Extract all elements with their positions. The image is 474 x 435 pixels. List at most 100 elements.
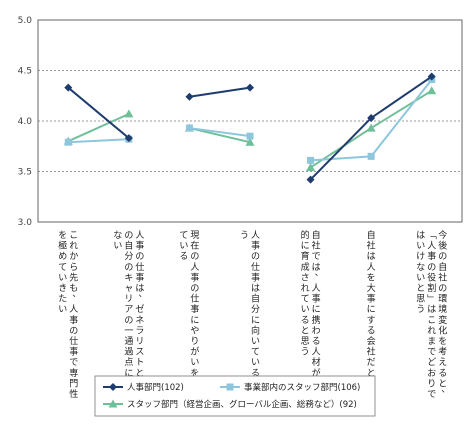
x-tick-char: 現 bbox=[190, 230, 199, 241]
series-1-point-4 bbox=[307, 156, 315, 164]
x-tick-char: 、 bbox=[441, 385, 450, 395]
x-tick-char: 環 bbox=[438, 294, 447, 305]
x-tick-char: 自 bbox=[124, 240, 133, 252]
series-0-point-3 bbox=[246, 83, 254, 92]
x-tick-char: を bbox=[190, 368, 199, 379]
x-tick-char: 自 bbox=[438, 261, 447, 273]
series-0-point-5 bbox=[367, 113, 376, 122]
x-tick-char: い bbox=[113, 242, 122, 252]
x-tick-char: 先 bbox=[69, 271, 78, 283]
x-tick-char: の bbox=[438, 252, 447, 262]
x-tick-char: さ bbox=[301, 272, 310, 283]
x-tick-char: わ bbox=[312, 325, 321, 336]
x-tick-char: る bbox=[438, 368, 447, 379]
x-tick-char: 門 bbox=[69, 378, 78, 389]
series-1-point-0 bbox=[64, 138, 72, 146]
x-tick-char: は bbox=[312, 262, 321, 273]
x-tick-char: ア bbox=[124, 305, 133, 315]
x-tick-char: 人 bbox=[367, 262, 376, 273]
series-2-point-4 bbox=[306, 162, 316, 171]
x-tick-char: い bbox=[301, 305, 310, 315]
x-tick-char: 人 bbox=[251, 230, 260, 241]
series-1-line-1 bbox=[189, 127, 251, 138]
x-tick-char: 変 bbox=[438, 314, 447, 326]
x-tick-char: に bbox=[251, 315, 260, 326]
x-tick-char: る bbox=[312, 336, 321, 347]
x-tick-char: 大 bbox=[367, 282, 376, 294]
x-tick-char: な bbox=[113, 230, 122, 241]
x-tick-char: ス bbox=[135, 348, 144, 358]
x-tick-char: る bbox=[301, 315, 310, 326]
x-tick-char: の bbox=[427, 263, 436, 273]
x-tick-char: が bbox=[312, 367, 321, 379]
x-tick-char: す bbox=[367, 315, 376, 326]
legend-marker-2 bbox=[108, 399, 118, 408]
x-tick-char: て bbox=[251, 348, 260, 358]
x-tick-char: 、 bbox=[138, 290, 147, 300]
series-2-point-1 bbox=[124, 109, 134, 118]
x-tick-char: 事 bbox=[312, 293, 321, 305]
x-tick-char: 事 bbox=[427, 250, 436, 262]
x-tick-char: は bbox=[427, 304, 436, 315]
series-2-point-3 bbox=[245, 137, 255, 146]
x-tick-char: 、 bbox=[72, 290, 81, 300]
x-tick-char: 仕 bbox=[69, 335, 78, 347]
x-tick-char: か bbox=[69, 251, 78, 262]
x-tick-char: 事 bbox=[190, 271, 199, 283]
x-tick-label: 現在の人事の仕事にやりがいを感じている bbox=[179, 230, 199, 400]
series-2-point-5 bbox=[366, 123, 376, 132]
x-tick-char: る bbox=[179, 251, 188, 262]
y-tick-label: 4.0 bbox=[18, 117, 33, 127]
legend-label-0: 人事部門(102) bbox=[127, 382, 184, 393]
x-tick-char: と bbox=[416, 283, 425, 294]
x-tick-char: に bbox=[124, 368, 133, 379]
x-tick-char: ら bbox=[69, 262, 78, 273]
x-tick-char: ど bbox=[427, 357, 436, 368]
x-tick-char: の bbox=[135, 252, 144, 262]
x-tick-char: ま bbox=[427, 336, 436, 347]
series-0-point-1 bbox=[124, 134, 133, 143]
x-tick-char: 在 bbox=[190, 240, 199, 252]
x-tick-char: い bbox=[416, 242, 425, 252]
x-tick-char: 自 bbox=[251, 293, 260, 305]
x-tick-char: 育 bbox=[301, 250, 310, 262]
series-0-point-6 bbox=[427, 72, 436, 81]
x-tick-char: 社 bbox=[438, 271, 447, 283]
x-tick-char: に bbox=[367, 304, 376, 315]
x-tick-char: で bbox=[312, 252, 321, 262]
x-tick-char: 「 bbox=[426, 230, 437, 239]
x-tick-char: 人 bbox=[427, 241, 436, 252]
x-tick-char: 考 bbox=[438, 347, 447, 358]
x-tick-char: 事 bbox=[69, 314, 78, 326]
y-tick-label: 5.0 bbox=[18, 16, 33, 26]
x-tick-char: の bbox=[69, 326, 78, 336]
x-tick-char: を bbox=[367, 272, 376, 283]
x-tick-char: い bbox=[58, 305, 67, 315]
x-tick-char: を bbox=[58, 230, 67, 241]
x-tick-char: こ bbox=[427, 316, 436, 326]
legend-label-1: 事業部内のスタッフ部門(106) bbox=[244, 382, 360, 393]
x-tick-char: を bbox=[438, 336, 447, 347]
x-tick-char: と bbox=[135, 368, 144, 379]
x-tick-char: る bbox=[251, 368, 260, 379]
x-tick-char: い bbox=[416, 273, 425, 283]
x-tick-char: の bbox=[190, 284, 199, 294]
x-tick-char: 過 bbox=[124, 347, 133, 358]
series-2-point-6 bbox=[427, 86, 437, 95]
x-tick-char: 今 bbox=[438, 229, 447, 241]
x-tick-char: で bbox=[69, 358, 78, 368]
x-tick-char: い bbox=[179, 242, 188, 252]
x-tick-char: 役 bbox=[427, 271, 436, 283]
x-tick-char: え bbox=[438, 357, 447, 368]
legend-marker-0 bbox=[109, 383, 117, 391]
x-tick-char: う bbox=[301, 347, 310, 358]
x-tick-char: 事 bbox=[135, 271, 144, 283]
x-tick-char: 的 bbox=[301, 229, 310, 241]
x-tick-char: ラ bbox=[135, 325, 144, 336]
x-tick-char: 極 bbox=[58, 240, 67, 252]
x-tick-char: る bbox=[367, 325, 376, 336]
x-tick-char: の bbox=[124, 231, 133, 241]
